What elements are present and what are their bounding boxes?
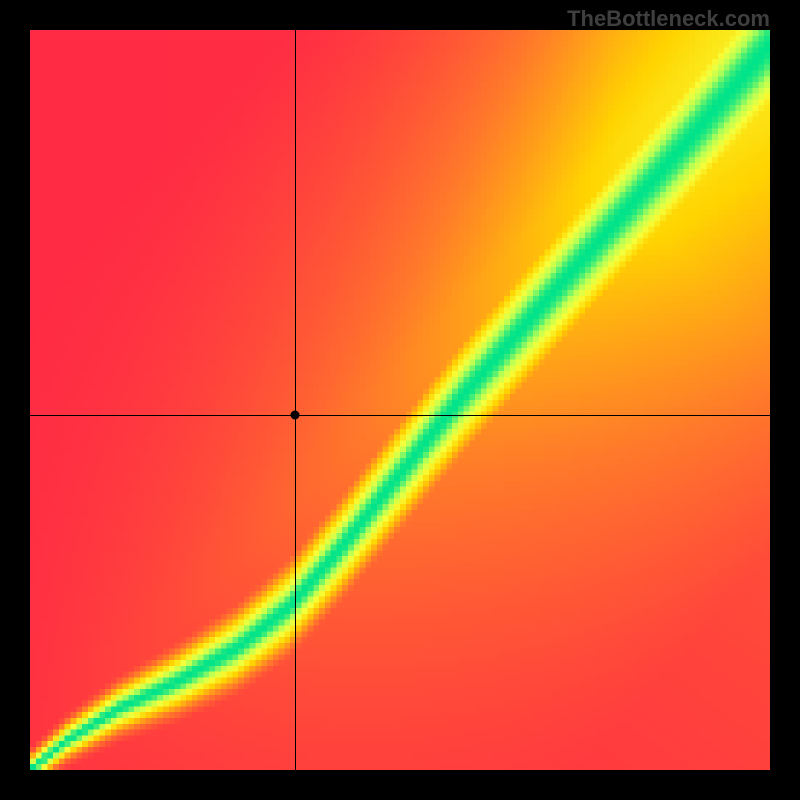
watermark-text: TheBottleneck.com [567,6,770,32]
heatmap-plot [30,30,770,770]
heatmap-canvas [30,30,770,770]
chart-container: TheBottleneck.com [0,0,800,800]
